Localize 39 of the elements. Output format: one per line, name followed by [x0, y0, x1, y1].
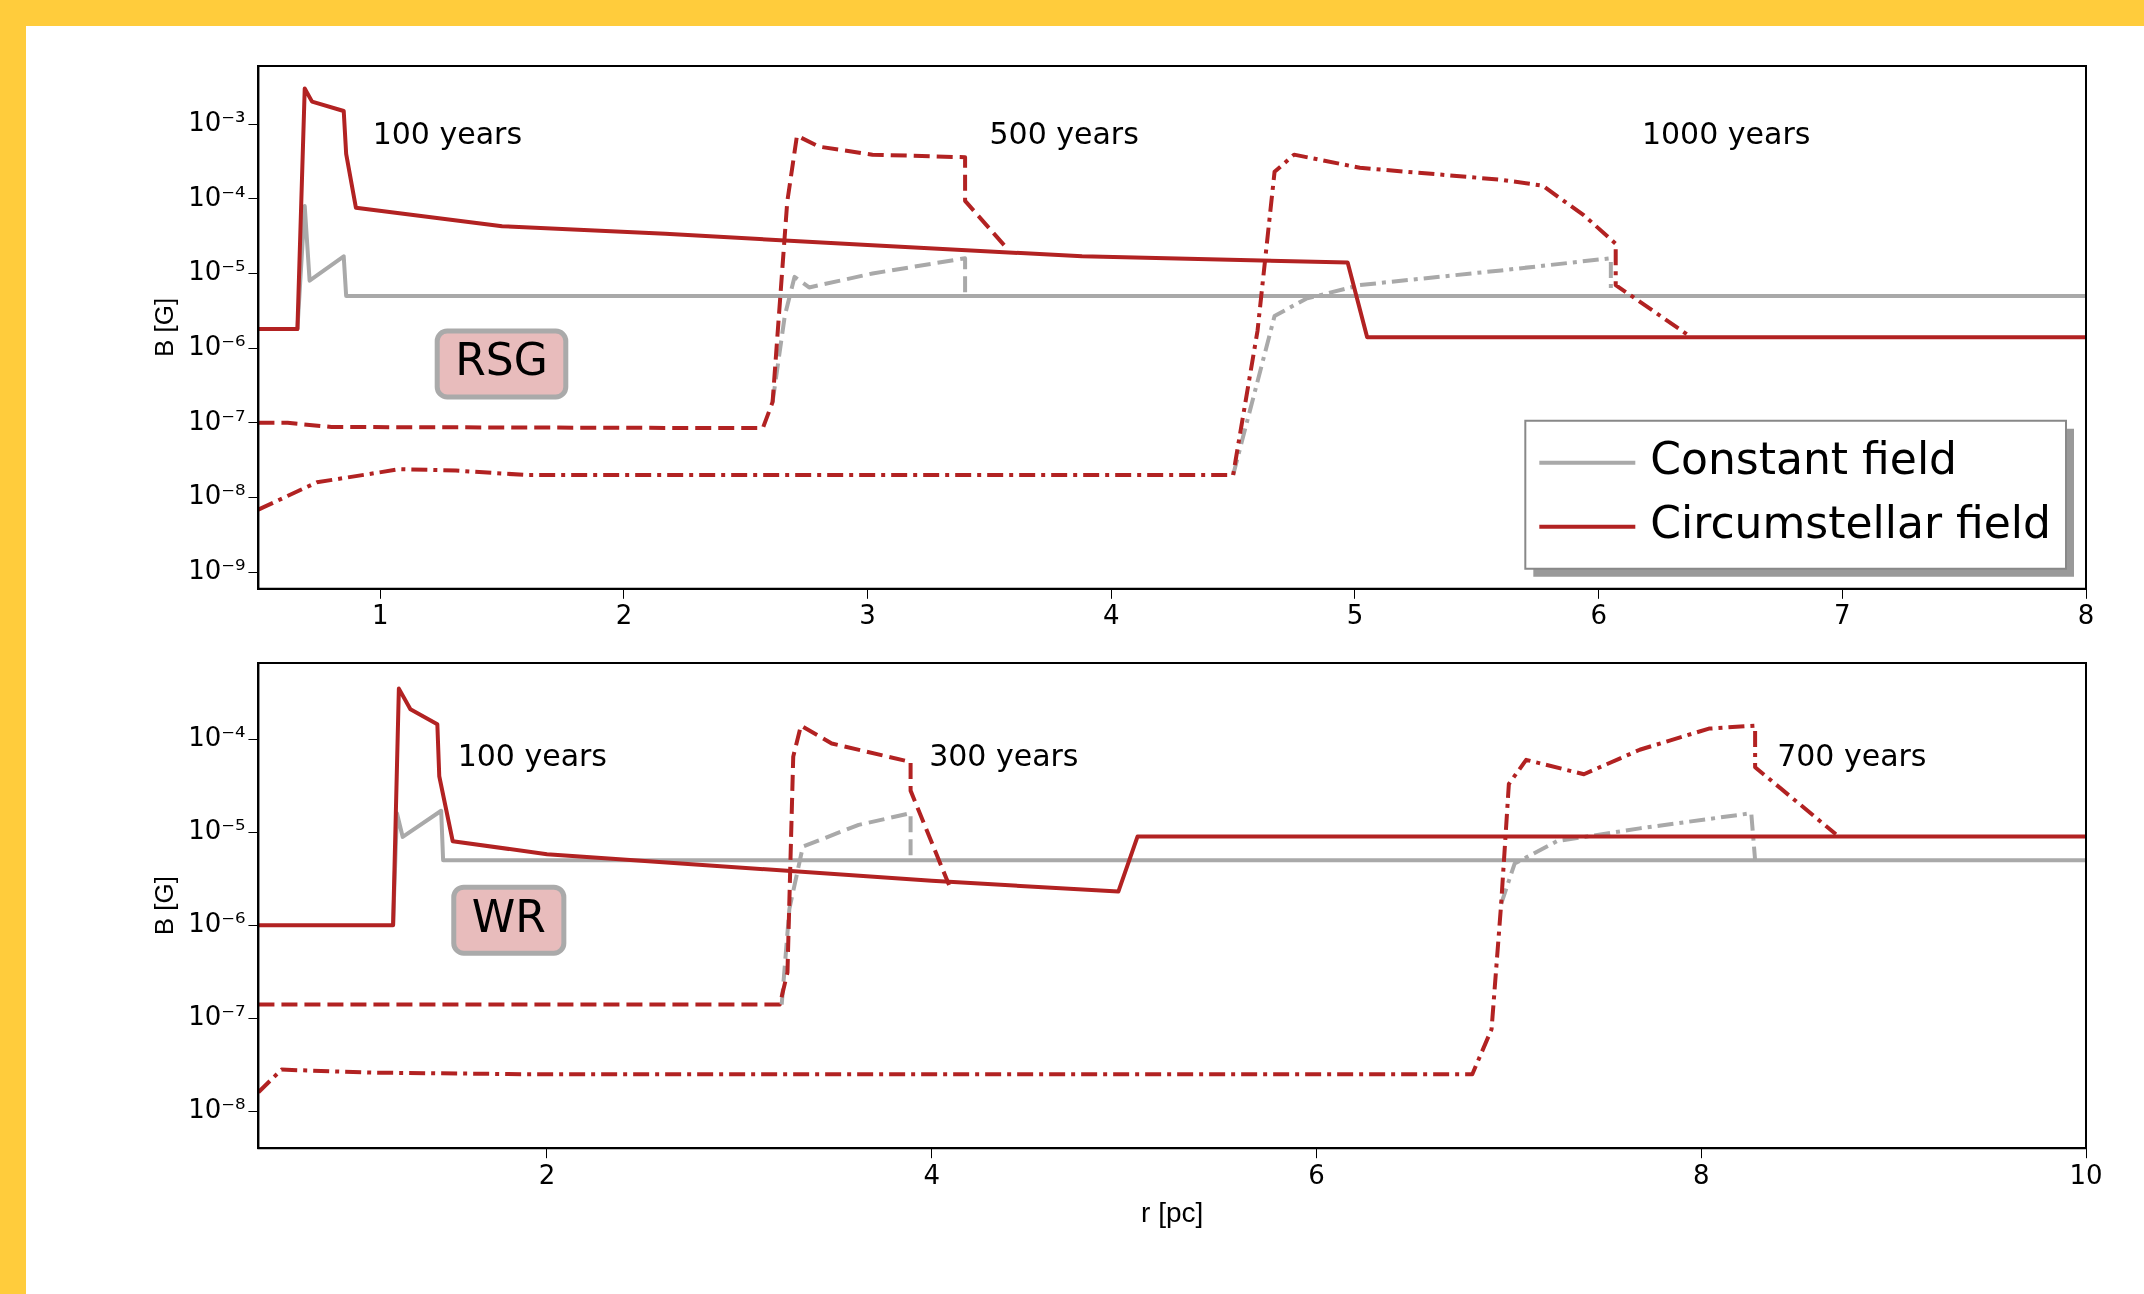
y-tick-label: 10⁻⁶ [188, 330, 246, 361]
x-tick-label: 4 [1103, 600, 1120, 631]
annotation: RSG [455, 334, 548, 386]
annotation: 100 years [457, 737, 607, 773]
y-tick-label: 10⁻⁸ [188, 480, 246, 511]
y-tick-label: 10⁻⁵ [188, 256, 246, 287]
y-tick-label: 10⁻³ [188, 106, 246, 137]
x-tick-label: 7 [1834, 600, 1851, 631]
x-tick-label: 10 [2069, 1159, 2103, 1190]
legend-label: Circumstellar field [1650, 497, 2051, 549]
annotation: 300 years [929, 737, 1079, 773]
x-tick-label: 2 [538, 1159, 556, 1190]
x-tick-label: 6 [1308, 1159, 1325, 1190]
x-tick-label: 6 [1590, 600, 1607, 631]
y-tick-label: 10⁻⁷ [188, 1000, 246, 1031]
y-tick-label: 10⁻⁵ [188, 814, 246, 845]
x-tick-label: 8 [2077, 600, 2095, 631]
annotation: 100 years [372, 116, 523, 152]
y-tick-label: 10⁻⁴ [188, 721, 246, 752]
x-tick-label: 8 [1692, 1159, 1710, 1190]
x-axis-title: r [pc] [1141, 1196, 1204, 1228]
y-axis-title: B [G] [148, 875, 179, 936]
y-tick-label: 10⁻⁹ [188, 554, 246, 585]
legend-label: Constant field [1650, 433, 1958, 485]
annotation: 700 years [1777, 737, 1927, 773]
y-tick-label: 10⁻⁶ [188, 907, 246, 938]
x-tick-label: 2 [615, 600, 633, 631]
x-tick-label: 5 [1346, 600, 1364, 631]
y-tick-label: 10⁻⁴ [188, 181, 246, 212]
y-tick-label: 10⁻⁷ [188, 405, 246, 436]
annotation: WR [471, 890, 546, 942]
x-tick-label: 3 [859, 600, 876, 631]
x-tick-label: 4 [923, 1159, 941, 1190]
x-tick-label: 1 [371, 600, 389, 631]
y-axis-title: B [G] [148, 297, 179, 358]
annotation: 1000 years [1641, 116, 1811, 152]
annotation: 500 years [989, 116, 1139, 152]
y-tick-label: 10⁻⁸ [188, 1093, 246, 1124]
line-series [1499, 811, 1758, 906]
